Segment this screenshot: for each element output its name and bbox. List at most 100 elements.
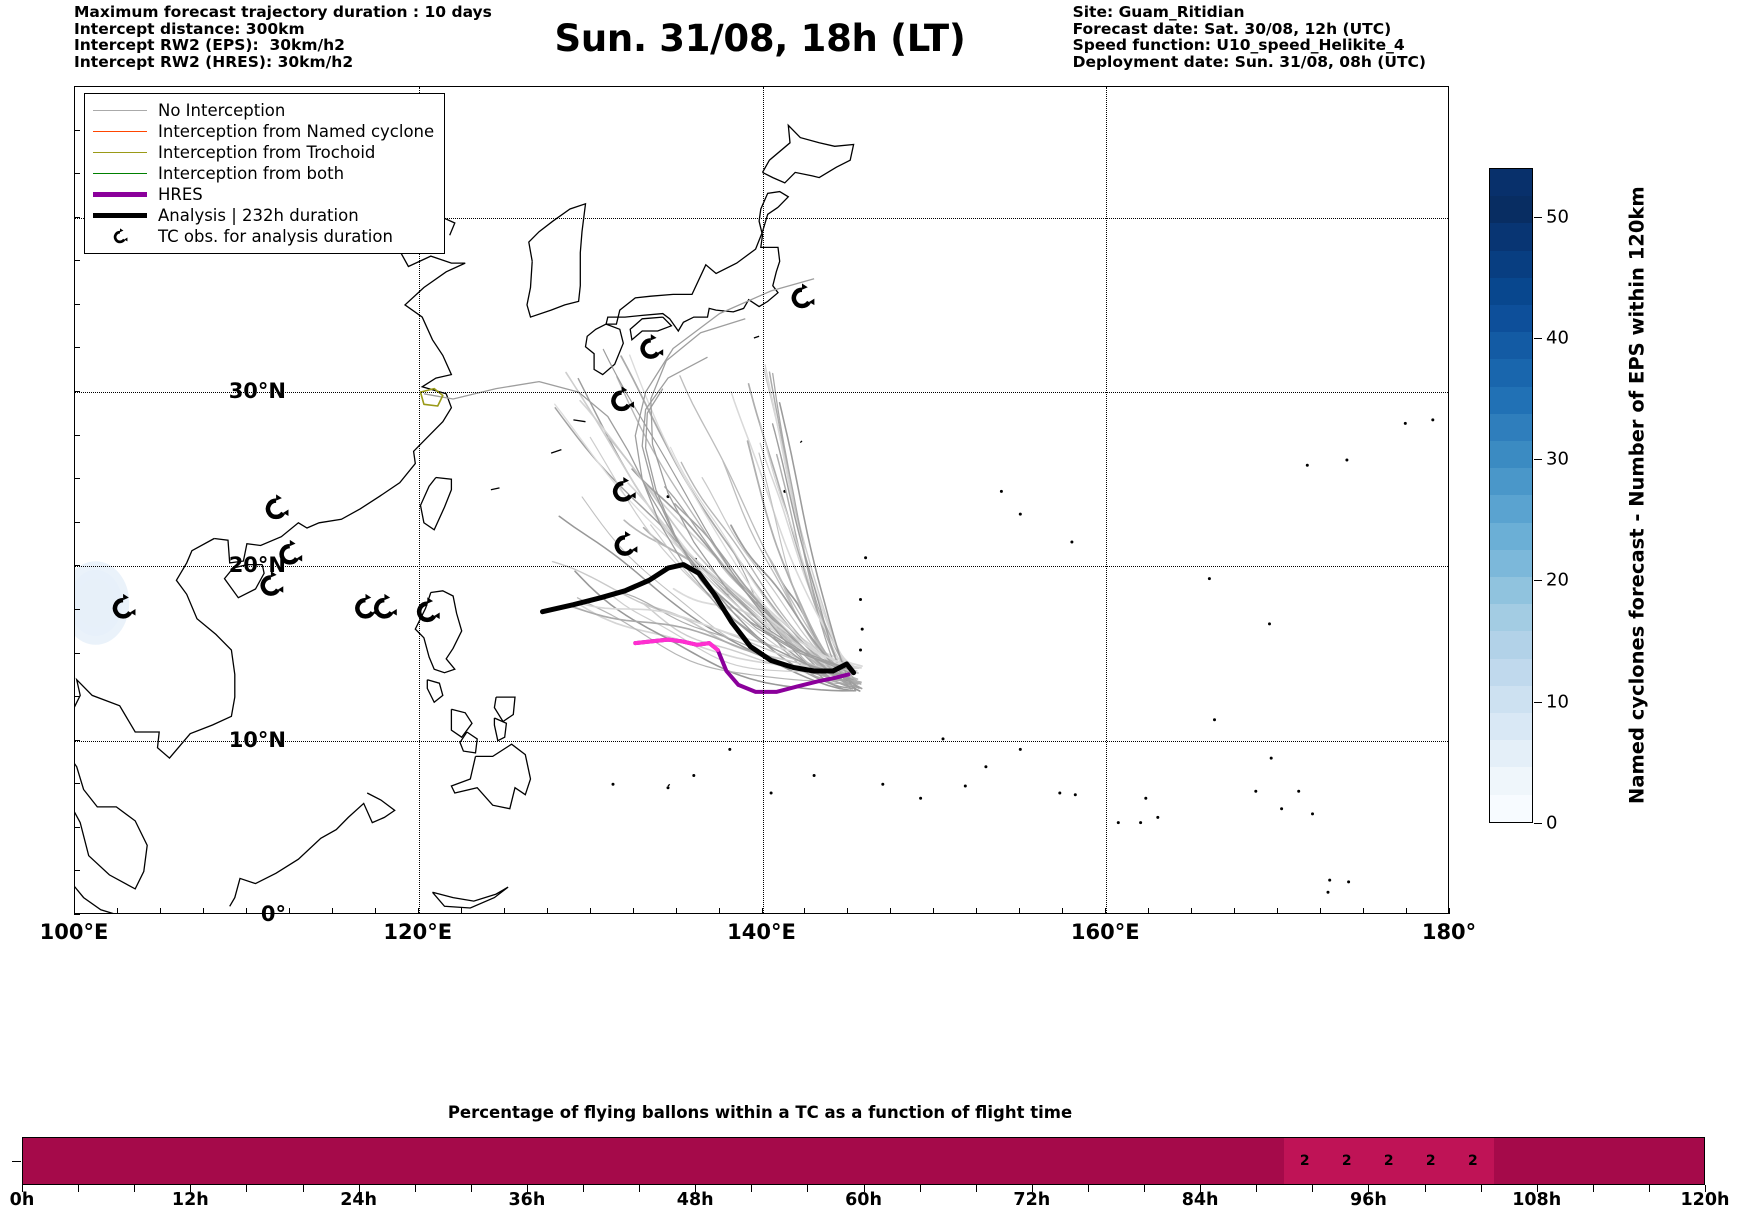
colorbar-cell-10 [1490, 441, 1532, 469]
coastline-7 [419, 476, 453, 531]
colorbar-cell-8 [1490, 386, 1532, 414]
colorbar-cell-14 [1490, 549, 1532, 578]
colorbar-tick-label-50: 50 [1546, 206, 1569, 228]
track-series-2 [633, 637, 720, 652]
legend-label-5: Analysis | 232h duration [158, 206, 359, 225]
coastline-15 [450, 743, 532, 810]
percentage-cell-0[interactable] [23, 1138, 1284, 1184]
percentage-cell-2[interactable]: 2 [1325, 1138, 1368, 1184]
page-title: Sun. 31/08, 18h (LT) [554, 17, 966, 60]
minor-tick-x [1148, 908, 1150, 914]
eps-trajectories [423, 278, 863, 692]
minor-tick-x [159, 908, 161, 914]
legend-row-3: Interception from both [93, 163, 434, 184]
percentage-tick [807, 1185, 809, 1192]
colorbar-title: Named cyclones forecast - Number of EPS … [1625, 186, 1649, 805]
minor-tick-x [589, 908, 591, 914]
minor-tick-y [74, 565, 80, 567]
eps-density-blob [75, 561, 130, 645]
island-dot-0 [859, 648, 862, 652]
colorbar-cell-3 [1490, 250, 1532, 278]
percentage-tick [919, 1185, 921, 1192]
island-dot-13 [1297, 789, 1301, 793]
island-dot-34 [1403, 421, 1407, 425]
ytick-label-0: 0° [260, 902, 286, 926]
percentage-tick [78, 1185, 80, 1192]
minor-tick-x [1320, 908, 1322, 914]
island-dot-30 [1328, 878, 1332, 882]
coastline-14 [493, 717, 508, 742]
percentage-xlabel-60: 60h [845, 1190, 882, 1210]
percentage-cell-3[interactable]: 2 [1367, 1138, 1410, 1184]
percentage-cell-4[interactable]: 2 [1409, 1138, 1452, 1184]
percentage-cell-1[interactable]: 2 [1283, 1138, 1326, 1184]
ytick-label-30: 30°N [228, 379, 286, 404]
minor-tick-x [761, 908, 763, 914]
coastline-18 [75, 886, 114, 913]
island-dot-2 [859, 598, 862, 601]
minor-tick-y [74, 870, 80, 872]
colorbar-cell-6 [1490, 332, 1532, 360]
colorbar-tick-50 [1534, 216, 1542, 218]
minor-tick-x [116, 908, 118, 914]
percentage-tick [583, 1185, 584, 1192]
colorbar-tick-label-20: 20 [1546, 569, 1569, 591]
island-dot-32 [1268, 622, 1271, 626]
cyclone-icon [374, 593, 397, 619]
legend-label-0: No Interception [158, 101, 286, 120]
coastline-22 [753, 335, 760, 339]
colorbar-cell-1 [1490, 196, 1532, 224]
colorbar-cell-21 [1490, 740, 1532, 768]
percentage-tick [190, 1185, 192, 1192]
coastline-6 [223, 563, 265, 599]
minor-tick-y [74, 391, 80, 393]
map-panel[interactable]: No Interception Interception from Named c… [74, 86, 1449, 914]
percentage-tick [1144, 1185, 1145, 1192]
percentage-tick [414, 1185, 416, 1192]
minor-tick-x [675, 908, 677, 914]
coastline-11 [450, 708, 473, 739]
minor-tick-x [933, 908, 935, 914]
cyclone-icon [614, 531, 638, 556]
header-right-line-2: Speed function: U10_speed_Helikite_4 [1072, 36, 1405, 54]
coastline-19 [573, 419, 586, 423]
percentage-xlabel-0: 0h [9, 1190, 35, 1210]
minor-tick-x [718, 908, 720, 914]
gridline-lon-120 [418, 87, 420, 913]
gridline-lon-160 [1106, 87, 1108, 913]
colorbar[interactable]: 0 10 20 30 40 50 [1489, 168, 1569, 834]
minor-tick-y [74, 914, 80, 915]
minor-tick-x [1363, 908, 1365, 914]
island-dot-12 [1254, 789, 1258, 793]
minor-tick-y [74, 783, 80, 785]
minor-tick-x [1191, 908, 1193, 914]
legend-swatch-2 [93, 152, 147, 153]
island-dot-37 [1431, 418, 1435, 422]
coastline-21 [490, 487, 500, 491]
coastline-9 [414, 590, 463, 674]
legend-swatch-4 [93, 192, 147, 197]
colorbar-cell-17 [1490, 631, 1532, 659]
cyclone-icon [612, 477, 636, 502]
colorbar-cell-7 [1490, 359, 1532, 387]
colorbar-tick-40 [1534, 337, 1542, 339]
island-dot-21 [881, 782, 885, 786]
header-right-line-3: Deployment date: Sun. 31/08, 08h (UTC) [1072, 52, 1426, 71]
legend-row-0: No Interception [93, 100, 434, 121]
island-dot-25 [941, 737, 945, 741]
minor-tick-x [847, 908, 849, 914]
header-left-info: Maximum forecast trajectory duration : 1… [74, 4, 492, 70]
colorbar-tick-10 [1534, 701, 1542, 703]
cyclone-icon [791, 283, 815, 309]
percentage-xlabel-12: 12h [171, 1190, 209, 1210]
legend-cyclone-icon [93, 226, 147, 248]
percentage-cell-6[interactable] [1493, 1138, 1704, 1184]
percentage-tick [1368, 1185, 1370, 1192]
coastline-25 [667, 783, 671, 787]
island-dot-14 [1269, 756, 1273, 760]
percentage-cell-5[interactable]: 2 [1451, 1138, 1494, 1184]
minor-tick-y [74, 478, 80, 480]
percentage-tick [1592, 1185, 1594, 1192]
xtick-label-100: 100°E [39, 920, 109, 944]
